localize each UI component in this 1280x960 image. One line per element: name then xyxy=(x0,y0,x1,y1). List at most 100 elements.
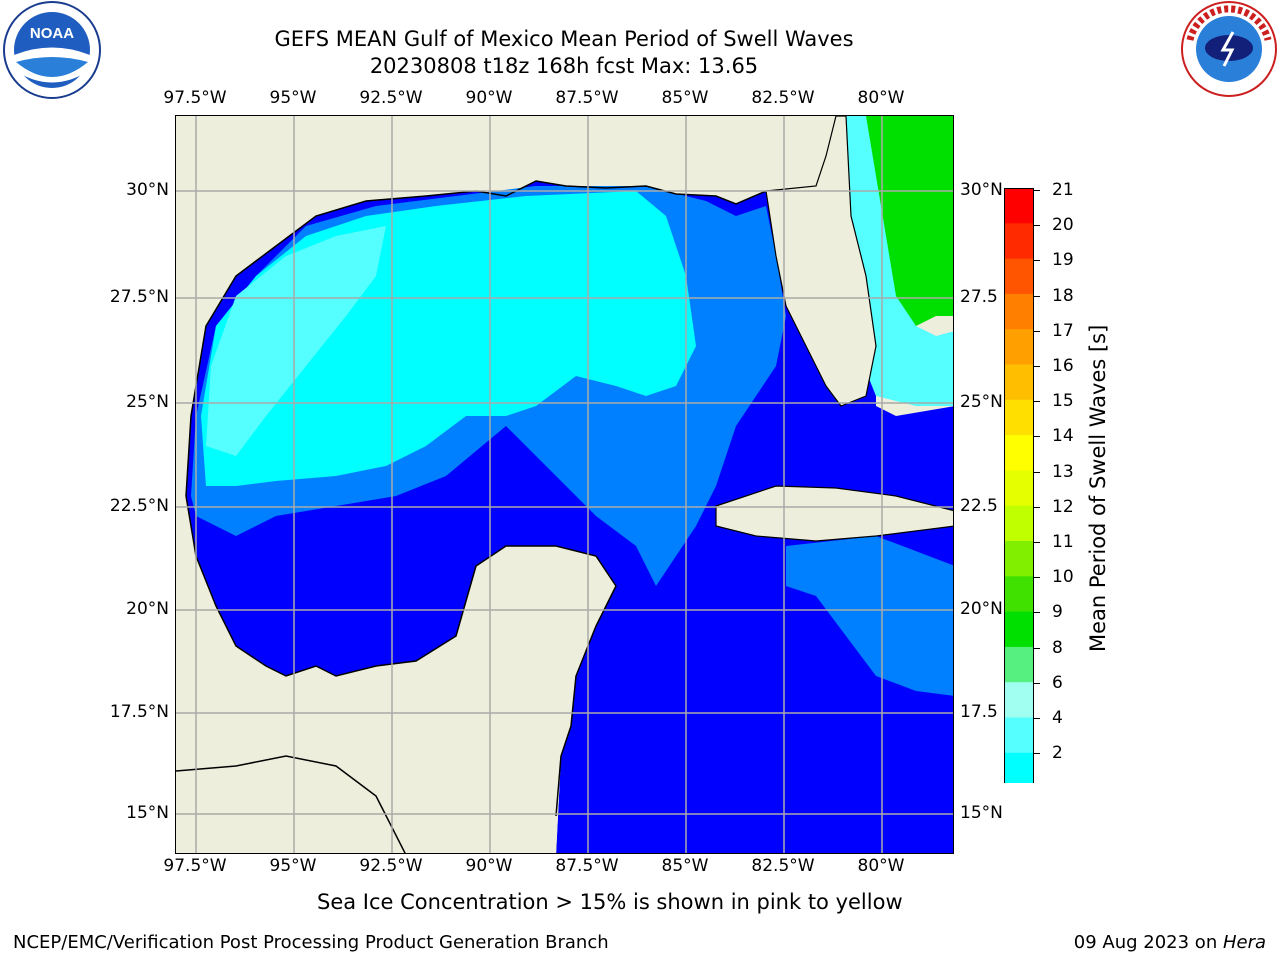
colorbar-tick-label: 19 xyxy=(1052,250,1074,271)
colorbar-tick-mark xyxy=(1034,542,1040,543)
colorbar-band xyxy=(1004,682,1034,718)
chart-subtitle: 20230808 t18z 168h fcst Max: 13.65 xyxy=(369,54,759,78)
colorbar-band xyxy=(1004,576,1034,613)
colorbar-band xyxy=(1004,329,1034,365)
colorbar-tick-mark xyxy=(1034,647,1040,649)
colorbar-tick-label: 15 xyxy=(1052,391,1074,412)
lon-label-top: 82.5°W xyxy=(751,88,815,108)
lat-label-left: 25°N xyxy=(126,392,169,412)
colorbar-tick-label: 9 xyxy=(1052,602,1063,623)
lon-label-bottom: 80°W xyxy=(857,856,905,876)
colorbar-tick-mark xyxy=(1034,753,1040,755)
colorbar-tick-mark xyxy=(1034,295,1040,297)
lat-label-right: 30°N xyxy=(960,180,1003,200)
ice-note: Sea Ice Concentration > 15% is shown in … xyxy=(317,890,903,914)
lat-label-left: 20°N xyxy=(126,599,169,619)
lon-label-top: 90°W xyxy=(465,88,513,108)
colorbar-tick-label: 16 xyxy=(1052,356,1074,376)
footer-host: Hera xyxy=(1222,932,1266,953)
lat-label-left: 17.5°N xyxy=(109,702,169,722)
lon-label-bottom: 85°W xyxy=(661,856,709,876)
colorbar-tick-mark xyxy=(1034,225,1040,227)
colorbar-tick-label: 21 xyxy=(1052,180,1074,200)
lon-label-bottom: 87.5°W xyxy=(555,856,619,876)
colorbar-tick-label: 13 xyxy=(1052,461,1074,482)
colorbar-band xyxy=(1004,505,1034,542)
lon-label-bottom: 90°W xyxy=(465,856,513,876)
noaa-logo: NOAA xyxy=(2,0,102,100)
colorbar-tick-label: 14 xyxy=(1052,426,1074,447)
lon-label-top: 87.5°W xyxy=(555,88,619,108)
colorbar-tick-label: 6 xyxy=(1052,672,1063,693)
lat-label-right: 20°N xyxy=(960,599,1003,619)
lon-label-top: 97.5°W xyxy=(163,88,227,108)
lon-label-top: 92.5°W xyxy=(359,88,423,108)
lat-label-right: 27.5 xyxy=(960,287,998,307)
colorbar-tick-label: 12 xyxy=(1052,496,1074,517)
map-svg xyxy=(176,116,953,853)
colorbar-title: Mean Period of Swell Waves [s] xyxy=(1086,324,1110,652)
colorbar-tick-mark xyxy=(1034,577,1040,579)
colorbar-tick-label: 11 xyxy=(1052,532,1074,552)
colorbar-band xyxy=(1004,293,1034,330)
colorbar-tick-mark xyxy=(1034,436,1040,438)
colorbar-band xyxy=(1004,435,1034,471)
colorbar-band xyxy=(1004,223,1034,260)
colorbar-tick-label: 18 xyxy=(1052,285,1074,306)
colorbar-tick-mark xyxy=(1034,190,1040,191)
central-america-coastline xyxy=(176,755,406,853)
colorbar-tick-mark xyxy=(1034,506,1040,508)
colorbar-band xyxy=(1004,541,1034,577)
colorbar-tick-mark xyxy=(1034,366,1040,367)
colorbar-band xyxy=(1004,717,1034,754)
footer-left: NCEP/EMC/Verification Post Processing Pr… xyxy=(13,932,609,953)
noaa-logo-text: NOAA xyxy=(30,25,74,42)
colorbar-tick-label: 20 xyxy=(1052,215,1074,236)
colorbar-tick-label: 10 xyxy=(1052,567,1074,588)
lat-label-right: 22.5 xyxy=(960,496,998,516)
colorbar-tick-label: 4 xyxy=(1052,708,1063,728)
colorbar-tick-label: 8 xyxy=(1052,637,1063,658)
cuba-land xyxy=(715,485,953,542)
colorbar-band xyxy=(1004,611,1034,648)
colorbar-tick-mark xyxy=(1034,260,1040,262)
florida-land xyxy=(765,116,877,407)
lon-label-top: 80°W xyxy=(857,88,905,108)
colorbar-band xyxy=(1004,470,1034,507)
lat-label-left: 22.5°N xyxy=(109,496,169,516)
colorbar-band xyxy=(1004,399,1034,436)
lat-label-left: 27.5°N xyxy=(109,287,169,307)
chart-title: GEFS MEAN Gulf of Mexico Mean Period of … xyxy=(274,27,854,51)
lat-label-left: 30°N xyxy=(126,180,169,200)
lat-label-left: 15°N xyxy=(126,803,169,823)
colorbar-band xyxy=(1004,646,1034,683)
colorbar-tick-mark xyxy=(1034,401,1040,403)
colorbar-tick-mark xyxy=(1034,471,1040,473)
footer-date: 09 Aug 2023 on xyxy=(1073,932,1223,953)
lon-label-top: 85°W xyxy=(661,88,709,108)
yucatan-land xyxy=(176,546,616,853)
swell-8s-region xyxy=(206,226,386,456)
lat-label-right: 15°N xyxy=(960,803,1003,823)
colorbar-band xyxy=(1004,258,1034,295)
colorbar xyxy=(1003,188,1035,855)
lon-label-top: 95°W xyxy=(269,88,317,108)
colorbar-tick-mark xyxy=(1034,682,1040,684)
colorbar-band xyxy=(1004,752,1034,789)
colorbar-tick-label: 2 xyxy=(1052,743,1063,764)
gridlines xyxy=(176,116,953,853)
colorbar-tick-mark xyxy=(1034,330,1040,332)
lat-label-right: 17.5 xyxy=(960,702,998,722)
nws-logo xyxy=(1180,0,1278,98)
colorbar-svg xyxy=(1003,188,1035,855)
lon-label-bottom: 92.5°W xyxy=(359,856,423,876)
lon-label-bottom: 97.5°W xyxy=(163,856,227,876)
colorbar-band xyxy=(1004,188,1034,224)
caribbean-4s-region xyxy=(786,536,953,696)
colorbar-tick-mark xyxy=(1034,718,1040,719)
colorbar-tick-mark xyxy=(1034,612,1040,614)
lon-label-bottom: 82.5°W xyxy=(751,856,815,876)
footer-right: 09 Aug 2023 on Hera xyxy=(1074,932,1266,953)
colorbar-tick-label: 17 xyxy=(1052,320,1074,341)
map-panel xyxy=(175,115,954,854)
